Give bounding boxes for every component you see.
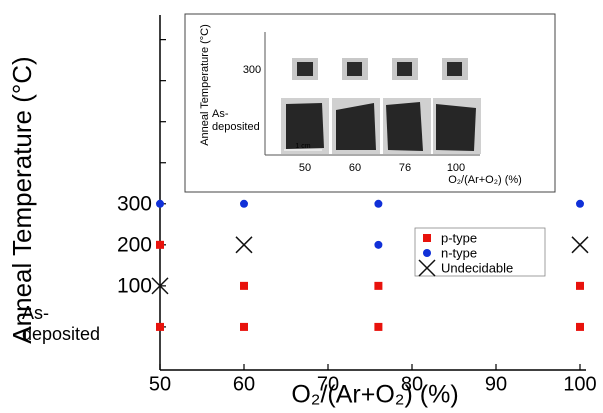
- legend-marker: [423, 249, 431, 257]
- x-tick-label: 60: [233, 373, 255, 395]
- inset-y-tick-label: As-deposited: [212, 108, 260, 133]
- marker: [576, 199, 584, 208]
- marker: [571, 236, 589, 254]
- x-tick-label: 80: [401, 373, 423, 395]
- inset-scale-label: 1 cm: [295, 143, 310, 150]
- legend-frame: [414, 227, 546, 277]
- marker: [576, 281, 584, 290]
- legend-label: n-type: [441, 245, 477, 260]
- legend-marker: [423, 234, 431, 242]
- marker: [235, 236, 253, 254]
- inset-x-label: O₂/(Ar+O₂) (%): [448, 174, 522, 186]
- marker: [156, 240, 164, 249]
- marker: [156, 199, 164, 208]
- legend-marker: [418, 259, 436, 277]
- legend-label: p-type: [441, 230, 477, 245]
- marker: [240, 281, 248, 290]
- y-tick-label: 300: [117, 192, 152, 215]
- x-tick-label: 70: [317, 373, 339, 395]
- inset-photos: [281, 58, 481, 154]
- marker: [374, 281, 383, 290]
- inset-y-tick-label: 300: [243, 64, 261, 76]
- x-tick-label: 100: [563, 373, 596, 395]
- marker: [374, 322, 383, 331]
- marker: [374, 240, 383, 249]
- inset-x-tick-label: 76: [399, 162, 411, 174]
- marker: [374, 199, 383, 208]
- inset-x-tick-label: 50: [299, 162, 311, 174]
- x-tick-label: 50: [149, 373, 171, 395]
- x-tick-label: 90: [485, 373, 507, 395]
- y-tick-label: As-deposited: [22, 302, 101, 344]
- y-tick-label: 200: [117, 233, 152, 256]
- inset-y-label: Anneal Temperature (°C): [199, 24, 211, 146]
- legend-label: Undecidable: [441, 260, 513, 275]
- inset-x-tick-label: 60: [349, 162, 361, 174]
- marker: [156, 322, 164, 331]
- marker: [576, 322, 584, 331]
- inset-x-tick-label: 100: [447, 162, 465, 174]
- marker: [151, 277, 169, 295]
- marker: [240, 199, 248, 208]
- y-tick-label: 100: [117, 274, 152, 297]
- marker: [240, 322, 248, 331]
- x-axis-label: O₂/(Ar+O₂) (%): [291, 381, 458, 409]
- y-axis-label: Anneal Temperature (°C): [7, 56, 37, 343]
